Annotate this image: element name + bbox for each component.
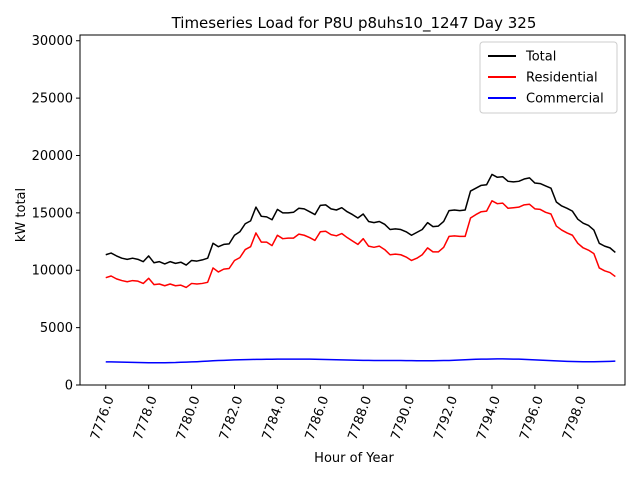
y-tick-label: 25000 xyxy=(32,92,73,107)
x-tick-label: 7786.0 xyxy=(303,394,333,442)
y-axis-label: kW total xyxy=(14,188,29,242)
x-tick-label: 7790.0 xyxy=(389,394,419,442)
x-tick-label: 7794.0 xyxy=(474,394,504,442)
x-tick-label: 7796.0 xyxy=(517,394,547,442)
legend-label-commercial: Commercial xyxy=(526,92,604,107)
x-tick-label: 7782.0 xyxy=(217,394,247,442)
plot-frame xyxy=(79,34,626,386)
legend-box xyxy=(479,41,618,114)
plot-area xyxy=(79,34,626,386)
x-tick-label: 7784.0 xyxy=(260,394,290,442)
series-line-commercial xyxy=(105,358,616,364)
y-axis: 0 5000 10000 15000 20000 25000 30000 xyxy=(32,34,80,394)
x-tick-label: 7776.0 xyxy=(88,394,118,442)
y-tick-label: 0 xyxy=(65,379,73,394)
y-tick-label: 10000 xyxy=(32,264,73,279)
chart-title: Timeseries Load for P8U p8uhs10_1247 Day… xyxy=(171,14,537,33)
legend-label-total: Total xyxy=(525,50,556,65)
y-tick-label: 30000 xyxy=(32,34,73,49)
x-axis-label: Hour of Year xyxy=(314,451,394,466)
legend: Total Residential Commercial xyxy=(479,41,618,114)
legend-label-residential: Residential xyxy=(526,71,598,86)
x-tick-label: 7778.0 xyxy=(131,394,161,442)
x-tick-label: 7780.0 xyxy=(174,394,204,442)
series-line-total xyxy=(105,173,616,266)
y-tick-label: 15000 xyxy=(32,206,73,221)
x-axis: 7776.0 7778.0 7780.0 7782.0 7784.0 7786.0 7788… xyxy=(88,385,590,442)
x-tick-label: 7788.0 xyxy=(346,394,376,442)
y-tick-label: 5000 xyxy=(40,321,73,336)
y-tick-label: 20000 xyxy=(32,149,73,164)
series-line-residential xyxy=(105,200,616,289)
x-tick-label: 7792.0 xyxy=(431,394,461,442)
x-tick-label: 7798.0 xyxy=(560,394,590,442)
